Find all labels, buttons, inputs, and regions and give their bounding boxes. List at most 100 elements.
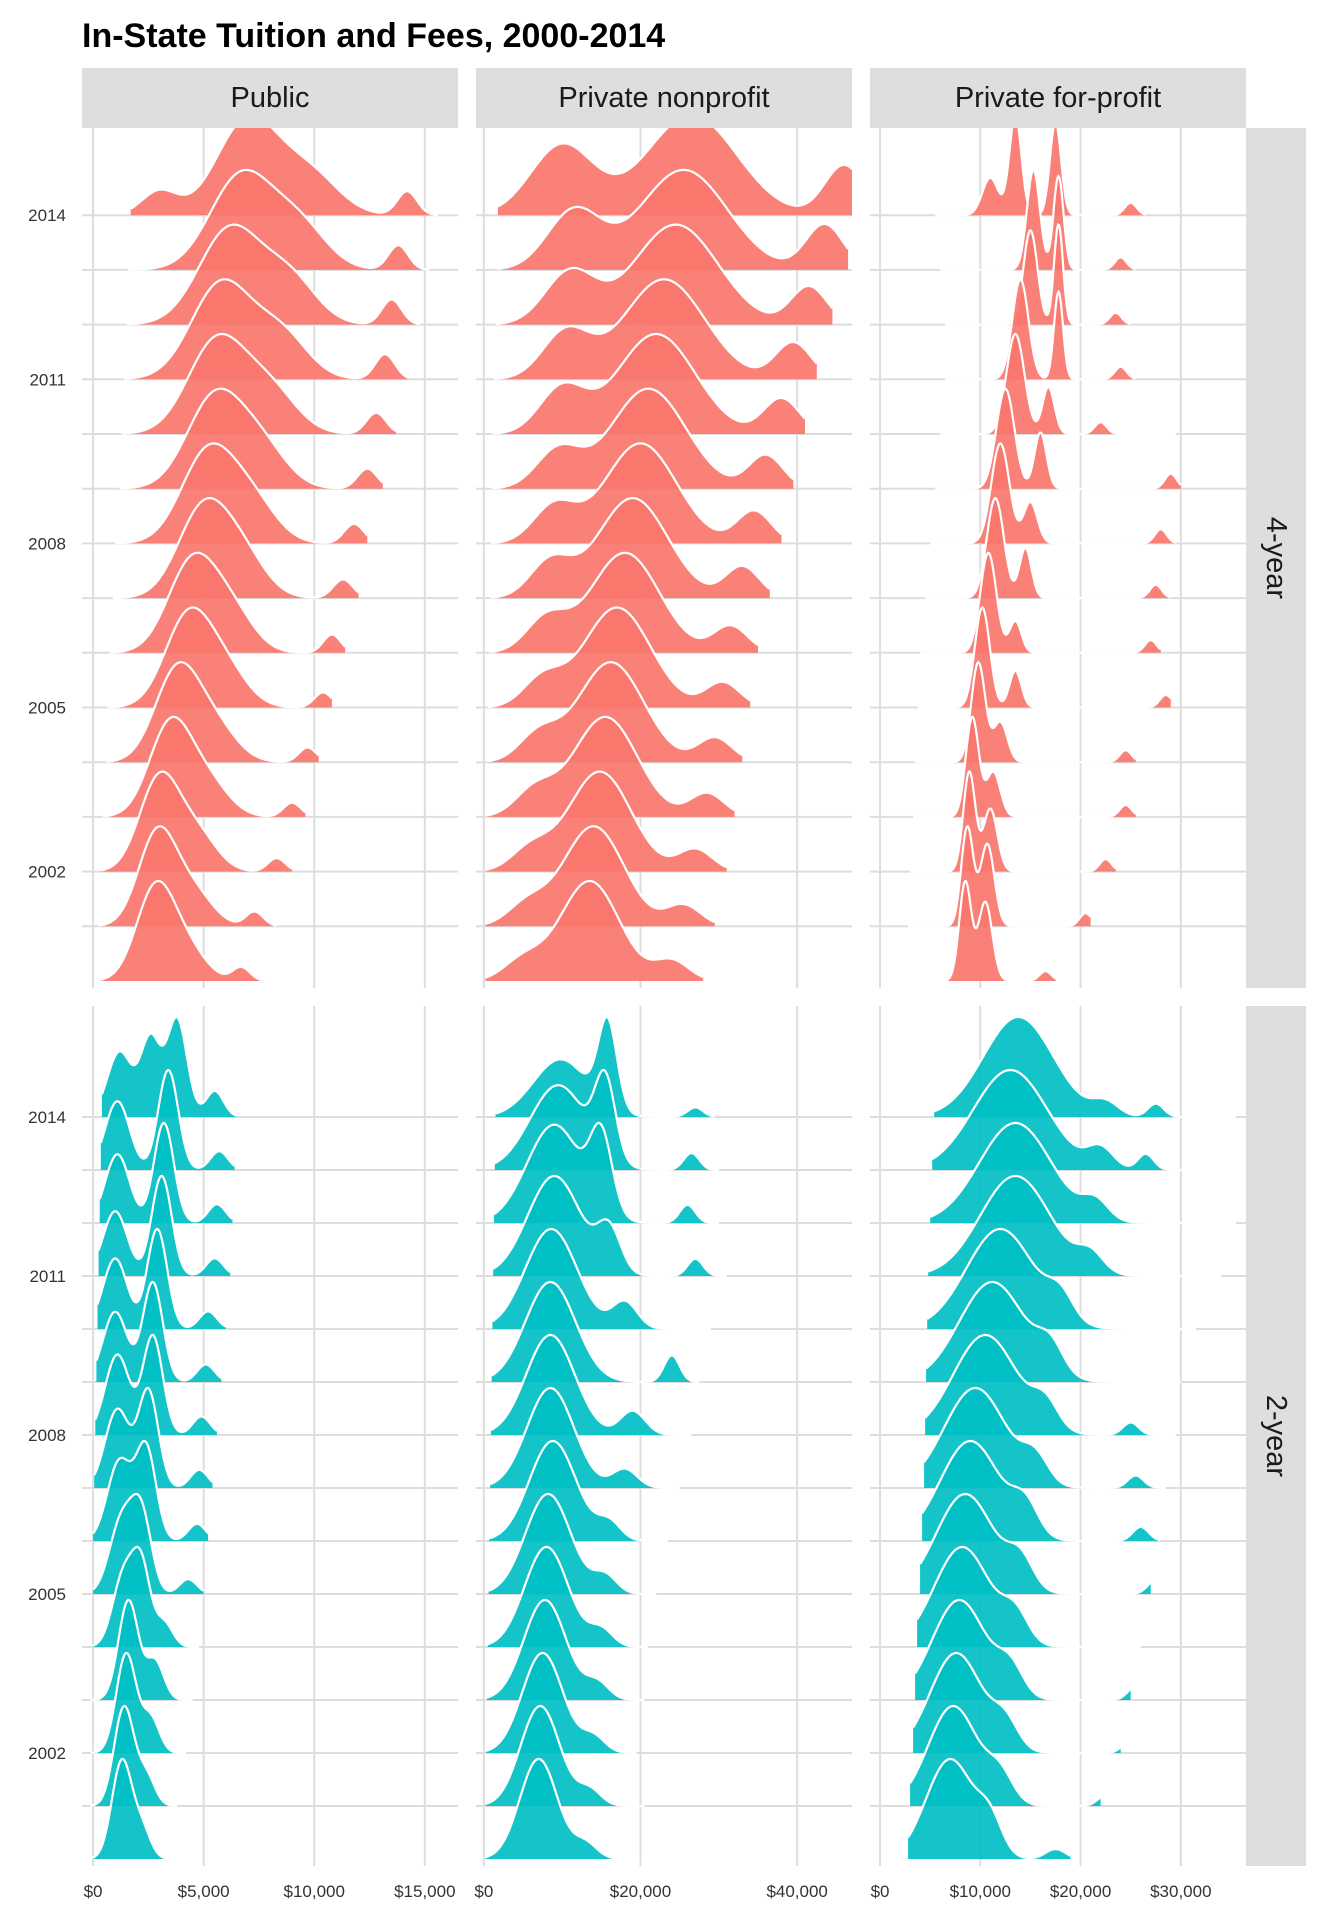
ridge-2007 [113,498,359,599]
y-tick-label: 2008 [28,534,66,553]
ridge-outline-2014 [497,128,852,208]
column-strip-label: Private nonprofit [558,82,769,114]
ridge-outline-2005 [919,1492,1152,1596]
ridge-outline-2009 [95,1280,222,1382]
ridge-outline-2002 [912,1651,1122,1755]
ridge-outline-2013 [940,168,1137,271]
x-tick-label: $20,000 [1050,1882,1111,1901]
ridges [485,1015,727,1861]
ridge-2012 [126,224,421,325]
ridge-outline-2003 [90,1598,193,1702]
ridge-outline-2013 [99,1068,236,1169]
ridge-outline-2009 [925,1280,1181,1384]
ridge-outline-2007 [925,496,1172,600]
ridges [485,128,852,981]
ridge-outline-2002 [485,1651,637,1755]
ridge-outline-2000 [485,1757,641,1861]
ridge-outline-2006 [109,551,347,654]
ridge-outline-2004 [916,1545,1141,1649]
x-tick-label: $30,000 [1150,1882,1211,1901]
ridge-outline-2011 [927,1174,1221,1278]
ridge-outline-2005 [918,605,1172,709]
ridge-outline-2010 [121,332,397,435]
y-tick-label: 2008 [28,1426,66,1445]
ridge-outline-2013 [931,1068,1246,1172]
x-tick-label: $5,000 [178,1882,230,1901]
ridge-outline-2013 [494,1068,719,1172]
ridge-2003 [913,716,1136,817]
ridge-2009 [491,388,794,489]
ridge-2013 [128,169,430,270]
ridge-outline-2008 [115,442,369,545]
ridge-outline-2007 [490,497,771,599]
ridge-2009 [96,1282,222,1382]
ridge-outline-2007 [113,497,360,599]
panel-2-year-private-nonprofit [476,1006,852,1866]
ridge-outline-2002 [485,770,728,871]
ridge-2013 [940,169,1136,270]
ridge-2004 [92,1547,200,1647]
ridge-outline-2002 [910,770,1117,873]
facet-panels [82,128,1246,1866]
ridge-outline-2007 [93,1386,214,1487]
ridges [907,1015,1246,1860]
ridge-2010 [492,334,805,434]
ridge-2008 [930,443,1176,544]
column-strip-private-for-profit: Private for-profit [870,68,1246,128]
ridge-2004 [487,662,743,763]
ridge-2006 [489,552,758,653]
x-tick-label: $0 [84,1882,103,1901]
ridge-2009 [935,388,1181,489]
ridge-outline-2012 [98,1121,234,1223]
ridge-outline-2006 [92,1439,209,1541]
y-tick-label: 2002 [28,1744,66,1763]
ridge-outline-2013 [128,168,430,271]
column-strip-private-nonprofit: Private nonprofit [476,68,852,128]
ridge-outline-2008 [94,1333,218,1434]
ridge-outline-2000 [905,879,1057,983]
ridge-outline-2007 [489,1386,680,1490]
ridge-outline-2001 [908,825,1092,928]
ridge-outline-2014 [933,1015,1236,1119]
ridges [905,128,1182,983]
y-tick-label: 2014 [28,1108,66,1127]
ridge-outline-2003 [914,1598,1132,1702]
ridge-2000 [97,881,266,981]
row-strip-2-year: 2-year [1246,1006,1306,1866]
ridge-2000 [908,1759,1071,1859]
ridge-outline-2000 [88,1757,169,1860]
ridge-2014 [130,128,439,216]
x-tick-label: $15,000 [394,1882,455,1901]
panel-2-year-public [82,1006,458,1866]
panel-4-year-private-nonprofit [476,128,852,988]
ridge-outline-2005 [107,606,333,709]
row-strip-4-year: 4-year [1246,128,1306,988]
ridge-2000 [485,881,704,981]
ridge-2002 [90,1653,186,1753]
ridge-2004 [915,662,1136,763]
ridge-2000 [485,1759,641,1859]
ridge-2005 [487,607,751,708]
ridge-outline-2012 [493,1121,719,1225]
row-strip-label: 2-year [1260,1395,1292,1478]
x-tick-label: $10,000 [950,1882,1011,1901]
panel-4-year-private-for-profit [870,128,1246,988]
ridge-outline-2010 [492,332,806,435]
ridge-2003 [486,716,735,817]
ridge-2001 [89,1706,178,1806]
ridge-outline-2002 [90,1651,186,1755]
ridge-outline-2011 [492,1174,727,1278]
ridge-outline-2000 [907,1757,1072,1860]
ridge-outline-2009 [491,1280,700,1383]
ridge-outline-2001 [98,825,277,927]
row-strip-label: 4-year [1260,517,1292,600]
ridge-outline-2014 [935,128,1147,217]
ridge-outline-2011 [124,278,410,380]
ridge-outline-2013 [496,168,850,271]
ridge-outline-2006 [921,1439,1162,1543]
x-tick-label: $10,000 [284,1882,345,1901]
ridge-outline-2004 [487,1545,649,1649]
ridge-outline-2014 [130,128,439,217]
ridge-outline-2004 [106,661,320,763]
